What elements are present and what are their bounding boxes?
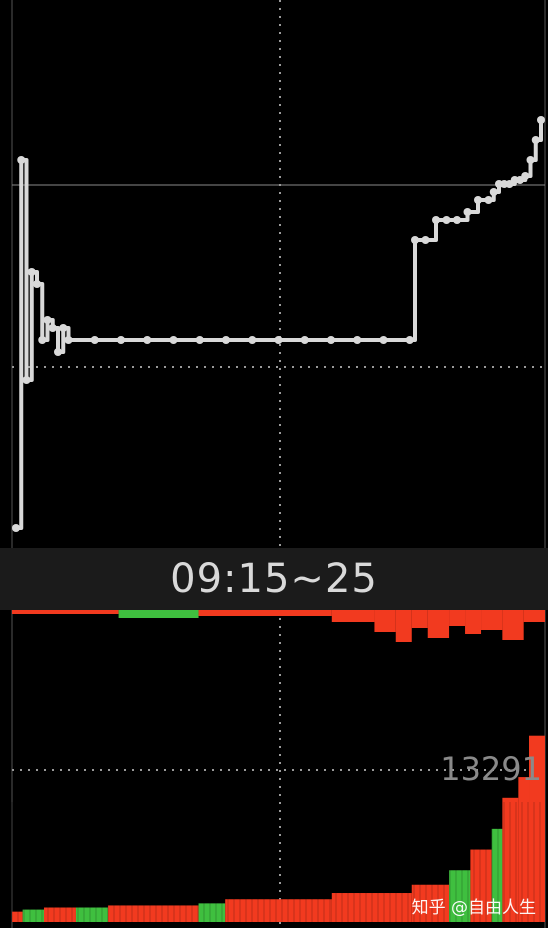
- volume-top-bar: [427, 610, 450, 638]
- price-point: [27, 268, 36, 276]
- volume-bar: [529, 735, 545, 922]
- volume-top-bar: [411, 610, 428, 628]
- volume-top-bar: [374, 610, 396, 632]
- price-point: [421, 236, 430, 244]
- price-point: [43, 316, 52, 324]
- price-point: [463, 208, 472, 216]
- price-point: [531, 136, 540, 144]
- price-point: [300, 336, 309, 344]
- price-point: [17, 156, 26, 164]
- price-point: [38, 336, 47, 344]
- price-point: [169, 336, 178, 344]
- volume-bar: [518, 777, 530, 922]
- volume-top-bar: [481, 610, 503, 630]
- price-chart: [11, 0, 546, 548]
- time-range-label: 09:15~25: [170, 556, 378, 602]
- price-point: [442, 216, 451, 224]
- volume-top-bar: [523, 610, 545, 622]
- volume-top-bar: [449, 610, 466, 626]
- volume-chart-panel: 13291 知乎 @自由人生: [0, 610, 548, 928]
- volume-top-bar: [12, 610, 119, 614]
- volume-chart: [11, 610, 547, 928]
- volume-top-bar: [465, 610, 482, 634]
- volume-bar: [43, 907, 76, 922]
- price-point: [537, 116, 545, 124]
- volume-bar: [12, 911, 23, 922]
- price-point: [489, 188, 498, 196]
- price-point: [327, 336, 335, 344]
- price-point: [117, 336, 125, 344]
- price-point: [54, 348, 62, 356]
- time-range-bar: 09:15~25: [0, 548, 548, 610]
- price-point: [474, 196, 482, 204]
- volume-top-bar: [395, 610, 412, 642]
- volume-bar: [22, 909, 44, 922]
- volume-readout: 13291: [440, 750, 542, 788]
- price-point: [59, 324, 68, 332]
- price-point: [432, 216, 440, 224]
- price-point: [521, 172, 530, 180]
- price-point: [195, 336, 204, 344]
- price-point: [411, 236, 419, 244]
- price-point: [143, 336, 152, 344]
- price-point: [12, 524, 20, 532]
- price-point: [22, 376, 31, 384]
- volume-bar: [502, 797, 519, 922]
- volume-bar: [107, 905, 199, 922]
- price-point: [379, 336, 388, 344]
- price-point: [353, 336, 362, 344]
- price-point: [90, 336, 99, 344]
- volume-bar: [491, 828, 503, 922]
- volume-bar: [470, 849, 492, 922]
- price-point: [484, 196, 493, 204]
- volume-bar: [198, 903, 226, 922]
- price-point: [64, 336, 73, 344]
- price-point: [274, 336, 283, 344]
- price-point: [453, 216, 461, 224]
- price-point: [405, 336, 414, 344]
- price-line: [16, 120, 543, 530]
- volume-top-bar: [198, 610, 332, 616]
- volume-top-bar: [118, 610, 199, 618]
- price-point: [248, 336, 257, 344]
- watermark-text: 知乎 @自由人生: [411, 898, 536, 918]
- price-point: [222, 336, 230, 344]
- volume-top-bar: [502, 610, 524, 640]
- volume-bar: [411, 884, 450, 922]
- price-point: [526, 156, 535, 164]
- volume-bar: [75, 907, 108, 922]
- price-point: [48, 324, 57, 332]
- price-chart-panel: [11, 0, 546, 548]
- price-point: [33, 280, 41, 288]
- volume-bar: [449, 870, 471, 922]
- volume-bar: [225, 899, 332, 922]
- volume-top-bar: [331, 610, 375, 622]
- volume-bar: [331, 893, 412, 922]
